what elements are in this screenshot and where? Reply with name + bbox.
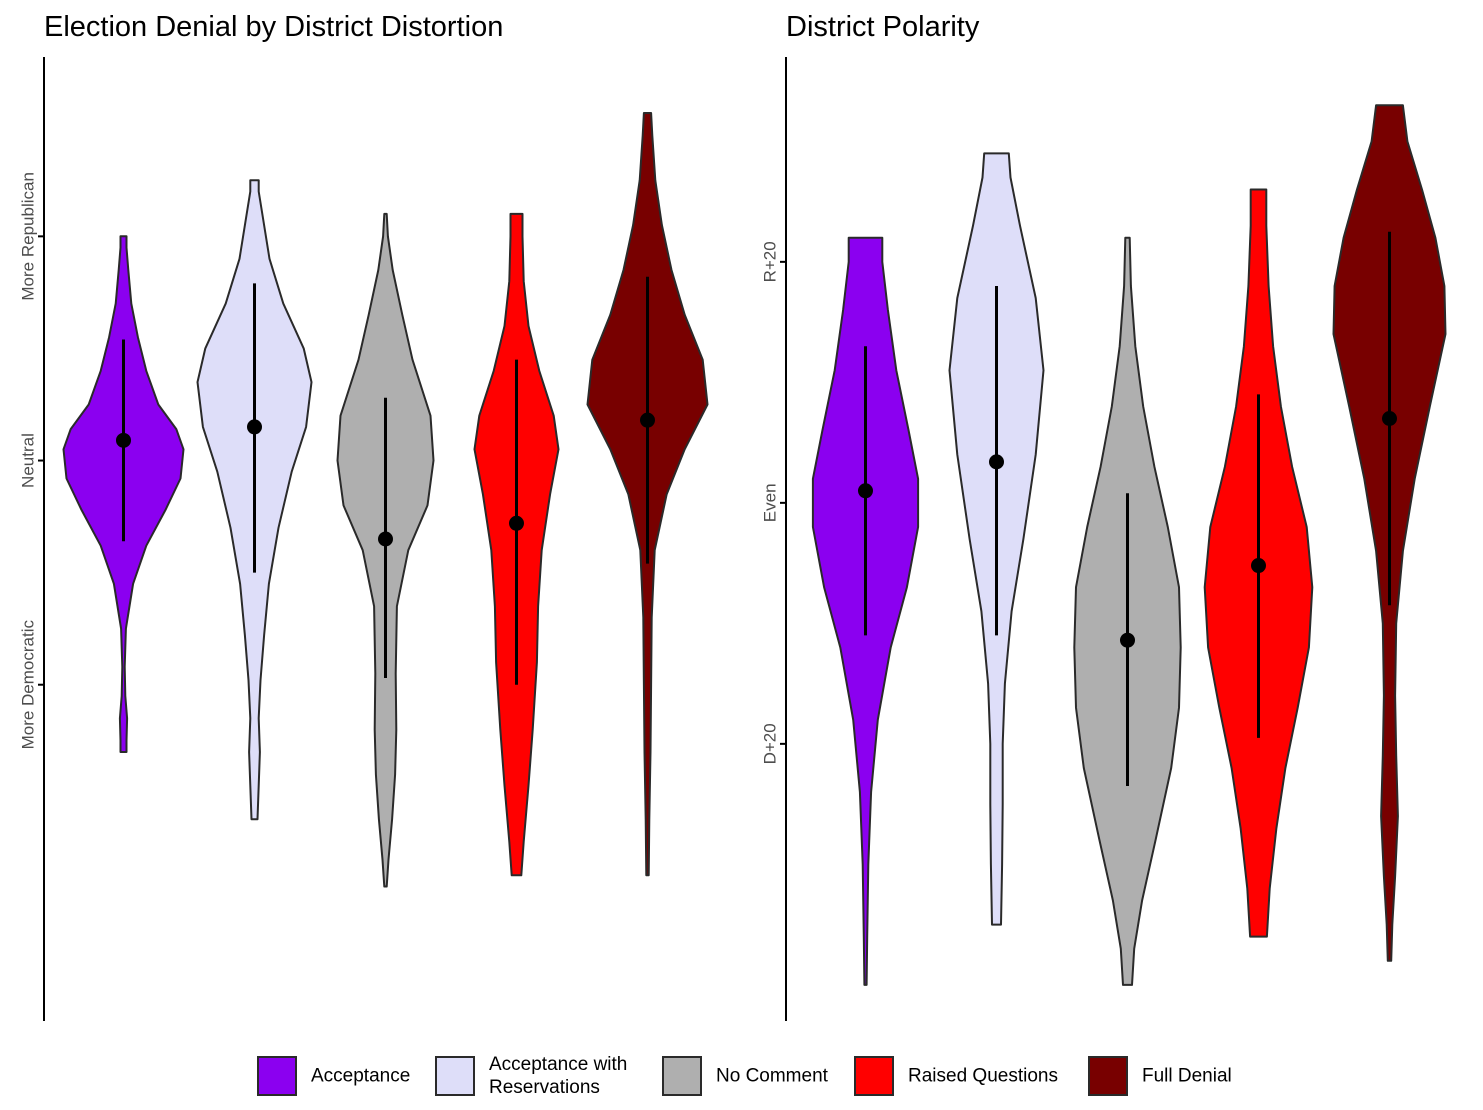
legend-key-no-comment [662, 1056, 702, 1096]
y-tick-label: Even [761, 483, 780, 522]
mean-point-acceptance-with-reservations [989, 454, 1004, 470]
legend-label-raised-questions: Raised Questions [908, 1066, 1058, 1087]
mean-point-acceptance-with-reservations [247, 419, 262, 435]
legend-label-acceptance: Acceptance [311, 1066, 410, 1087]
mean-point-raised-questions [1251, 558, 1266, 574]
mean-point-full-denial [640, 412, 655, 428]
y-tick-label: Neutral [19, 433, 38, 488]
legend-label-acceptance-with-reservations: Acceptance with [489, 1054, 627, 1075]
y-tick-label: More Democratic [19, 620, 38, 750]
mean-point-no-comment [378, 531, 393, 547]
mean-point-acceptance [858, 483, 873, 499]
distortion-panel: Election Denial by District Distortion Mo… [19, 11, 709, 1021]
y-tick-label: D+20 [761, 723, 780, 764]
legend-key-raised-questions [854, 1056, 894, 1096]
panel-title: District Polarity [786, 11, 980, 43]
legend-key-full-denial [1088, 1056, 1128, 1096]
legend-label-acceptance-with-reservations: Reservations [489, 1077, 600, 1098]
polarity-panel: District Polarity R+20 Even D+20 [761, 11, 1447, 1021]
mean-point-no-comment [1120, 632, 1135, 648]
mean-point-full-denial [1382, 411, 1397, 426]
y-tick-label: R+20 [761, 241, 780, 282]
legend-key-acceptance-with-reservations [435, 1056, 475, 1096]
mean-point-acceptance [116, 432, 131, 448]
y-tick-label: More Republican [19, 172, 38, 301]
mean-point-raised-questions [509, 515, 524, 531]
legend-label-no-comment: No Comment [716, 1066, 829, 1087]
legend-key-acceptance [257, 1056, 297, 1096]
panel-title: Election Denial by District Distortion [44, 11, 503, 43]
legend-label-full-denial: Full Denial [1142, 1066, 1232, 1087]
